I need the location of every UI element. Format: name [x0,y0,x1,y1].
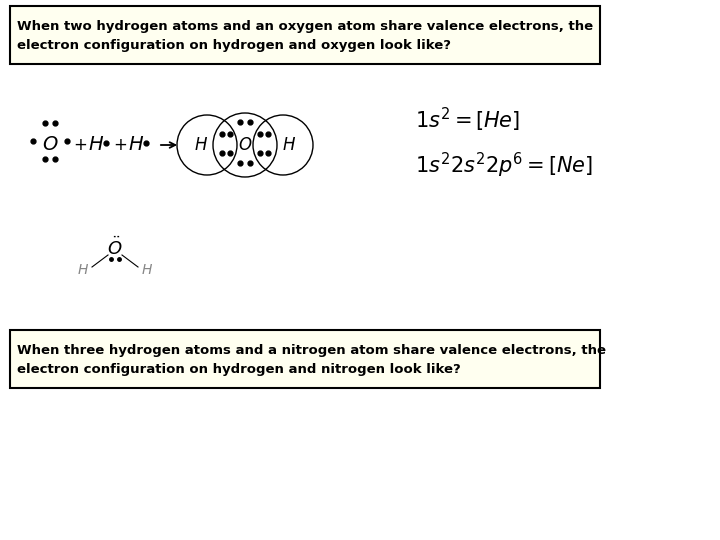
Text: $O$: $O$ [238,137,252,153]
Text: $1s^{2}2s^{2}2p^{6} = [Ne]$: $1s^{2}2s^{2}2p^{6} = [Ne]$ [415,151,593,180]
Text: $H$: $H$ [88,136,104,154]
FancyBboxPatch shape [10,6,600,64]
Text: $+$: $+$ [73,136,87,154]
Text: $H$: $H$ [282,137,296,153]
Text: electron configuration on hydrogen and oxygen look like?: electron configuration on hydrogen and o… [17,39,451,52]
Text: electron configuration on hydrogen and nitrogen look like?: electron configuration on hydrogen and n… [17,363,461,376]
Text: $\ddot{O}$: $\ddot{O}$ [107,237,122,259]
Text: $H$: $H$ [194,137,208,153]
Text: $1s^{2} = [He]$: $1s^{2} = [He]$ [415,106,520,134]
Text: $H$: $H$ [128,136,144,154]
Text: $O$: $O$ [42,136,58,154]
Text: $H$: $H$ [141,263,153,277]
Text: $H$: $H$ [77,263,89,277]
Text: $+$: $+$ [113,136,127,154]
FancyBboxPatch shape [10,330,600,388]
Text: When three hydrogen atoms and a nitrogen atom share valence electrons, the: When three hydrogen atoms and a nitrogen… [17,344,606,357]
Text: When two hydrogen atoms and an oxygen atom share valence electrons, the: When two hydrogen atoms and an oxygen at… [17,20,593,33]
